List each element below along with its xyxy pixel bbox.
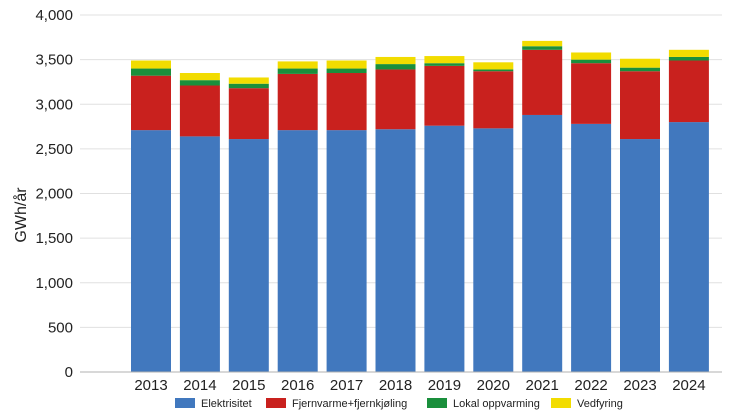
- bar-segment-vedfyring-2020: [473, 62, 514, 70]
- bar-segment-vedfyring-2015: [228, 77, 269, 84]
- x-tick-label: 2018: [379, 377, 412, 394]
- bar-segment-vedfyring-2014: [179, 73, 220, 81]
- y-tick-label: 4,000: [35, 7, 73, 24]
- bar-segment-vedfyring-2013: [131, 60, 171, 69]
- y-tick-label: 2,500: [35, 141, 73, 158]
- bar-segment-lokal-oppvarming-2014: [179, 80, 220, 86]
- bar-segment-lokal-oppvarming-2022: [571, 59, 612, 64]
- y-axis: 0 500 1,000 1,500 2,000 2,500 3,000 3,500 4,000: [35, 7, 73, 381]
- y-tick-label: 1,000: [35, 275, 73, 292]
- bar-segment-elektrisitet-2015: [228, 139, 269, 372]
- bar-segment-elektrisitet-2022: [571, 123, 612, 372]
- bar-segment-vedfyring-2016: [277, 61, 318, 69]
- y-tick-label: 3,000: [35, 96, 73, 113]
- bar-segment-vedfyring-2017: [326, 60, 367, 69]
- bar-segment-elektrisitet-2024: [668, 122, 709, 372]
- bar-segment-fjernvarme-fjernkj-ling-2016: [277, 73, 318, 131]
- bar-segment-elektrisitet-2019: [424, 125, 465, 372]
- bar-segment-fjernvarme-fjernkj-ling-2020: [473, 71, 514, 129]
- y-tick-label: 3,500: [35, 52, 73, 69]
- bar-segment-fjernvarme-fjernkj-ling-2013: [131, 75, 171, 131]
- bar-segment-fjernvarme-fjernkj-ling-2019: [424, 65, 465, 126]
- bar-segment-fjernvarme-fjernkj-ling-2018: [375, 69, 416, 130]
- bar-segment-lokal-oppvarming-2024: [668, 56, 709, 61]
- y-tick-label: 1,500: [35, 230, 73, 247]
- bar-segment-vedfyring-2018: [375, 56, 416, 65]
- y-axis-title: GWh/år: [12, 187, 30, 243]
- x-axis: 2013 2014 2015 2016 2017 2018 2019 2020 2021 2022…: [80, 371, 722, 394]
- bar-segment-lokal-oppvarming-2018: [375, 64, 416, 70]
- bar-segment-elektrisitet-2013: [131, 130, 171, 372]
- bar-segment-elektrisitet-2020: [473, 128, 514, 372]
- bar-segment-vedfyring-2022: [571, 52, 612, 60]
- legend-label: Elektrisitet: [201, 398, 252, 410]
- x-tick-label: 2021: [526, 377, 559, 394]
- bar-segment-fjernvarme-fjernkj-ling-2023: [620, 71, 660, 140]
- bar-segment-elektrisitet-2023: [620, 139, 660, 372]
- bar-segment-lokal-oppvarming-2019: [424, 63, 465, 66]
- legend-label: Lokal oppvarming: [453, 398, 540, 410]
- y-tick-label: 500: [48, 319, 73, 336]
- legend-label: Vedfyring: [577, 398, 623, 410]
- legend-swatch: [551, 398, 571, 408]
- bar-segment-vedfyring-2021: [522, 40, 563, 47]
- x-tick-label: 2013: [134, 377, 167, 394]
- bar-segment-vedfyring-2023: [620, 58, 660, 68]
- bar-segment-lokal-oppvarming-2017: [326, 68, 367, 74]
- legend-swatch: [175, 398, 195, 408]
- x-tick-label: 2024: [672, 377, 705, 394]
- x-tick-label: 2016: [281, 377, 314, 394]
- bar-segment-lokal-oppvarming-2015: [228, 83, 269, 89]
- bar-segment-fjernvarme-fjernkj-ling-2014: [179, 85, 220, 137]
- bar-segment-vedfyring-2019: [424, 56, 465, 64]
- bar-segment-lokal-oppvarming-2016: [277, 68, 318, 74]
- bar-segment-lokal-oppvarming-2013: [131, 68, 171, 76]
- bar-segment-fjernvarme-fjernkj-ling-2024: [668, 60, 709, 123]
- bar-segment-fjernvarme-fjernkj-ling-2017: [326, 73, 367, 131]
- bar-segment-fjernvarme-fjernkj-ling-2015: [228, 88, 269, 140]
- x-tick-label: 2020: [477, 377, 510, 394]
- bar-segment-elektrisitet-2014: [179, 136, 220, 372]
- x-tick-label: 2023: [623, 377, 656, 394]
- bar-segment-lokal-oppvarming-2023: [620, 67, 660, 72]
- x-tick-label: 2015: [232, 377, 265, 394]
- legend-label: Fjernvarme+fjernkjøling: [292, 398, 407, 410]
- bar-segment-lokal-oppvarming-2021: [522, 46, 563, 50]
- x-tick-label: 2019: [428, 377, 461, 394]
- bar-segment-fjernvarme-fjernkj-ling-2021: [522, 49, 563, 115]
- x-tick-label: 2017: [330, 377, 363, 394]
- legend-swatch: [266, 398, 286, 408]
- y-tick-label: 0: [65, 364, 73, 381]
- bar-segment-vedfyring-2024: [668, 49, 709, 57]
- x-tick-label: 2022: [574, 377, 607, 394]
- bar-segment-lokal-oppvarming-2020: [473, 69, 514, 72]
- bar-segment-elektrisitet-2016: [277, 130, 318, 372]
- y-tick-label: 2,000: [35, 186, 73, 203]
- legend-swatch: [427, 398, 447, 408]
- bar-segment-elektrisitet-2018: [375, 129, 416, 372]
- bars: [131, 40, 709, 373]
- legend: Elektrisitet Fjernvarme+fjernkjøling Lokal…: [175, 398, 623, 410]
- bar-segment-elektrisitet-2021: [522, 114, 563, 373]
- x-tick-label: 2014: [183, 377, 216, 394]
- bar-segment-fjernvarme-fjernkj-ling-2022: [571, 63, 612, 124]
- bar-segment-elektrisitet-2017: [326, 130, 367, 372]
